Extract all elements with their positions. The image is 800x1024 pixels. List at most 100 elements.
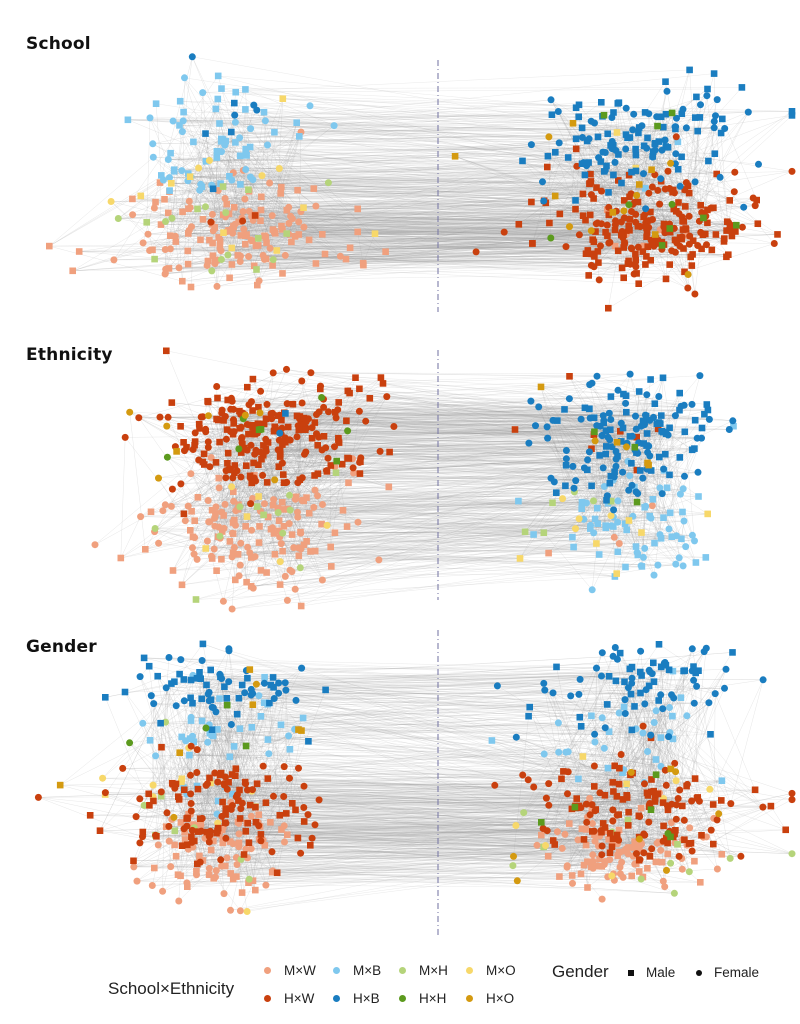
edge (612, 115, 793, 142)
edge (49, 157, 154, 247)
edge (258, 496, 627, 531)
node-male (687, 253, 694, 261)
edge (202, 69, 690, 93)
edge (200, 122, 297, 240)
edge (160, 222, 550, 225)
edge (305, 429, 609, 438)
node-male (666, 471, 673, 479)
edge (617, 436, 631, 523)
edge (153, 157, 215, 228)
edge (278, 449, 606, 455)
edge (623, 210, 775, 244)
edge (255, 213, 560, 216)
node-female (199, 89, 207, 97)
edge (216, 215, 256, 287)
edge (575, 480, 620, 544)
node-female (654, 186, 662, 194)
edge (286, 377, 382, 483)
node-male (682, 203, 689, 210)
edge (240, 255, 631, 265)
edge (194, 553, 626, 568)
edge (190, 125, 335, 177)
edge (217, 766, 285, 832)
edge (631, 208, 674, 249)
node-male (142, 546, 149, 553)
edge (231, 250, 619, 265)
node-male (194, 205, 201, 213)
node-female (383, 393, 391, 401)
edge (320, 388, 338, 410)
node-male (176, 122, 183, 129)
edge (295, 236, 729, 255)
edge (524, 466, 574, 532)
node-female (285, 520, 293, 528)
node-female (246, 421, 254, 429)
node-male (294, 186, 301, 194)
node-male (666, 424, 673, 432)
edge (235, 122, 709, 162)
edge (255, 480, 563, 499)
edge (171, 218, 234, 228)
edge (165, 232, 623, 274)
edge (250, 146, 655, 175)
edge (252, 495, 608, 499)
edge (111, 186, 681, 202)
node-female (643, 391, 651, 399)
edge (133, 669, 211, 861)
node-female (376, 447, 384, 455)
edge (258, 245, 632, 249)
node-male (666, 509, 674, 517)
node-male (594, 504, 601, 512)
node-male (613, 439, 621, 446)
edge (232, 228, 656, 244)
edge (654, 377, 664, 544)
node-female (572, 525, 579, 533)
node-male (611, 468, 618, 475)
node-male (346, 244, 354, 252)
edge (565, 140, 666, 247)
edge (263, 243, 533, 256)
edge (215, 488, 684, 508)
node-female (245, 207, 253, 215)
edge (297, 508, 582, 518)
node-female (725, 219, 733, 226)
edge (292, 218, 586, 221)
edge (240, 184, 631, 220)
edge (284, 412, 710, 420)
node-male (569, 533, 576, 541)
node-female (325, 408, 332, 416)
edge (190, 204, 673, 208)
edge (197, 409, 231, 498)
edge (231, 229, 661, 265)
node-female (295, 218, 303, 226)
edge (323, 428, 637, 437)
node-male (626, 227, 633, 234)
node-female (587, 227, 595, 235)
edge (295, 552, 638, 590)
edge (168, 141, 678, 160)
node-male (635, 129, 642, 137)
node-male (615, 151, 622, 158)
edge (212, 489, 316, 511)
edge (662, 245, 692, 266)
edge (359, 455, 600, 474)
edge (602, 428, 659, 436)
edge (222, 409, 280, 434)
edge (605, 410, 680, 455)
edge (237, 445, 649, 471)
edge (179, 752, 198, 787)
edge (285, 420, 650, 443)
edge (282, 463, 304, 501)
edge (728, 191, 735, 223)
edge (296, 122, 653, 157)
edge (250, 425, 702, 439)
edge (122, 687, 274, 769)
edge (315, 200, 545, 207)
edge (170, 223, 758, 236)
edge (233, 829, 282, 880)
node-male (569, 120, 577, 127)
edge (255, 439, 339, 451)
edge (653, 417, 662, 539)
node-female (626, 370, 634, 378)
edge (235, 510, 526, 532)
